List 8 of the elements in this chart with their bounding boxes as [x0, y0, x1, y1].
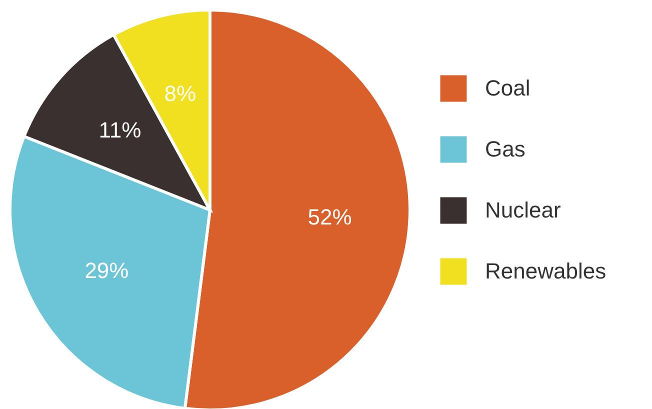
data-label: 8%	[164, 80, 196, 106]
data-label: 52%	[308, 204, 352, 230]
legend-label: Renewables	[485, 258, 606, 284]
data-label: 11%	[98, 118, 142, 143]
data-label: 29%	[84, 258, 129, 284]
legend-label: Gas	[485, 136, 526, 162]
legend-label: Coal	[485, 76, 530, 100]
legend-label: Nuclear	[485, 198, 561, 222]
